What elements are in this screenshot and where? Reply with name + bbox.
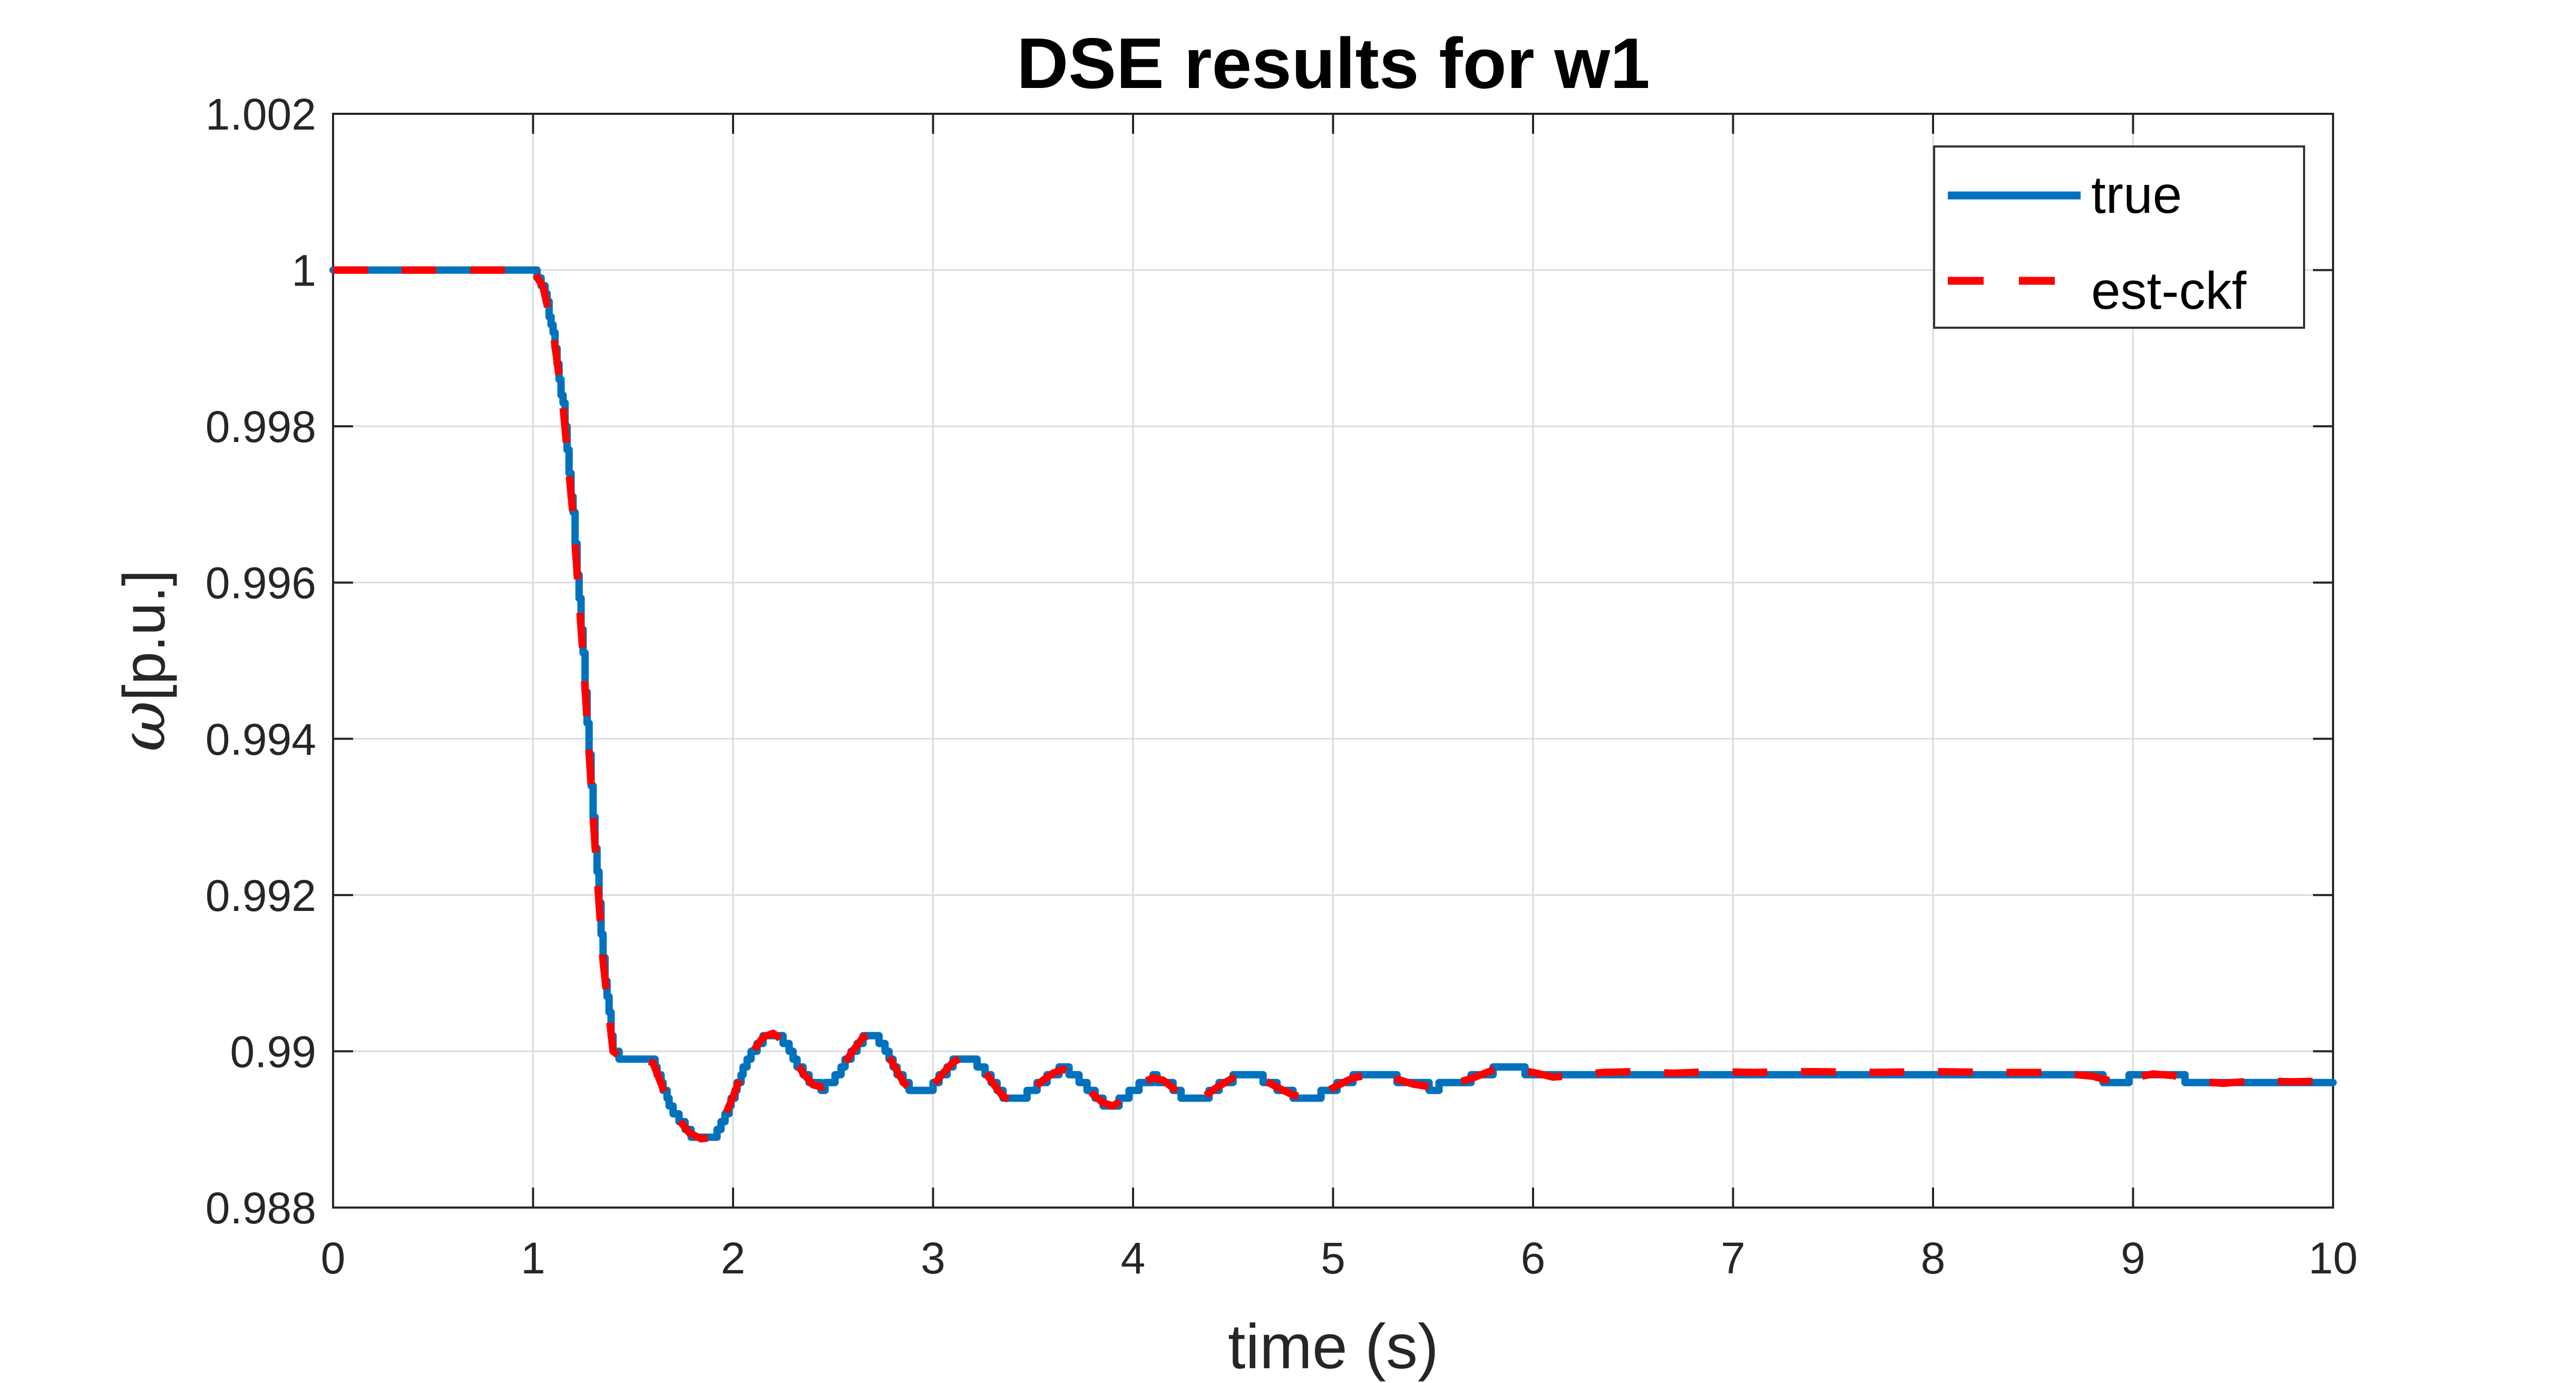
x-tick-label: 2 xyxy=(721,1233,746,1283)
y-tick-label: 0.988 xyxy=(206,1183,316,1233)
y-tick-label: 0.996 xyxy=(206,558,316,608)
y-tick-label: 0.99 xyxy=(230,1027,317,1076)
series-est-ckf-line xyxy=(331,266,2335,1143)
omega-symbol: ω xyxy=(106,701,179,751)
x-tick-label: 5 xyxy=(1321,1233,1345,1283)
y-tick-label: 0.998 xyxy=(206,402,316,452)
y-tick-label: 1 xyxy=(291,246,316,296)
legend-box xyxy=(1933,145,2305,329)
x-tick-label: 3 xyxy=(921,1233,945,1283)
x-tick-label: 7 xyxy=(1721,1233,1745,1283)
x-tick-label: 9 xyxy=(2121,1233,2145,1283)
x-tick-label: 1 xyxy=(521,1233,545,1283)
y-axis-label: ω[p.u.] xyxy=(106,570,179,751)
chart-title: DSE results for w1 xyxy=(1017,23,1650,103)
legend: true est-ckf xyxy=(1933,145,2305,329)
legend-label-true: true xyxy=(2091,165,2182,224)
x-tick-label: 0 xyxy=(321,1233,346,1283)
y-tick-label: 0.992 xyxy=(206,871,316,920)
x-tick-label: 10 xyxy=(2308,1233,2357,1283)
x-tick-label: 6 xyxy=(1521,1233,1546,1283)
plot-border xyxy=(332,113,2334,1209)
ylabel-unit: [p.u.] xyxy=(111,570,177,701)
legend-label-est-ckf: est-ckf xyxy=(2091,261,2247,320)
y-tick-label: 1.002 xyxy=(206,90,316,139)
x-axis-label: time (s) xyxy=(1228,1311,1439,1382)
y-tick-label: 0.994 xyxy=(206,714,316,764)
x-tick-labels: 0 1 2 3 4 5 6 7 8 9 10 xyxy=(321,1233,2358,1283)
data-series xyxy=(329,266,2337,1143)
y-tick-labels: 1.002 1 0.998 0.996 0.994 0.992 0.99 0.988 xyxy=(206,90,316,1233)
x-tick-label: 8 xyxy=(1921,1233,1946,1283)
x-tick-label: 4 xyxy=(1121,1233,1146,1283)
